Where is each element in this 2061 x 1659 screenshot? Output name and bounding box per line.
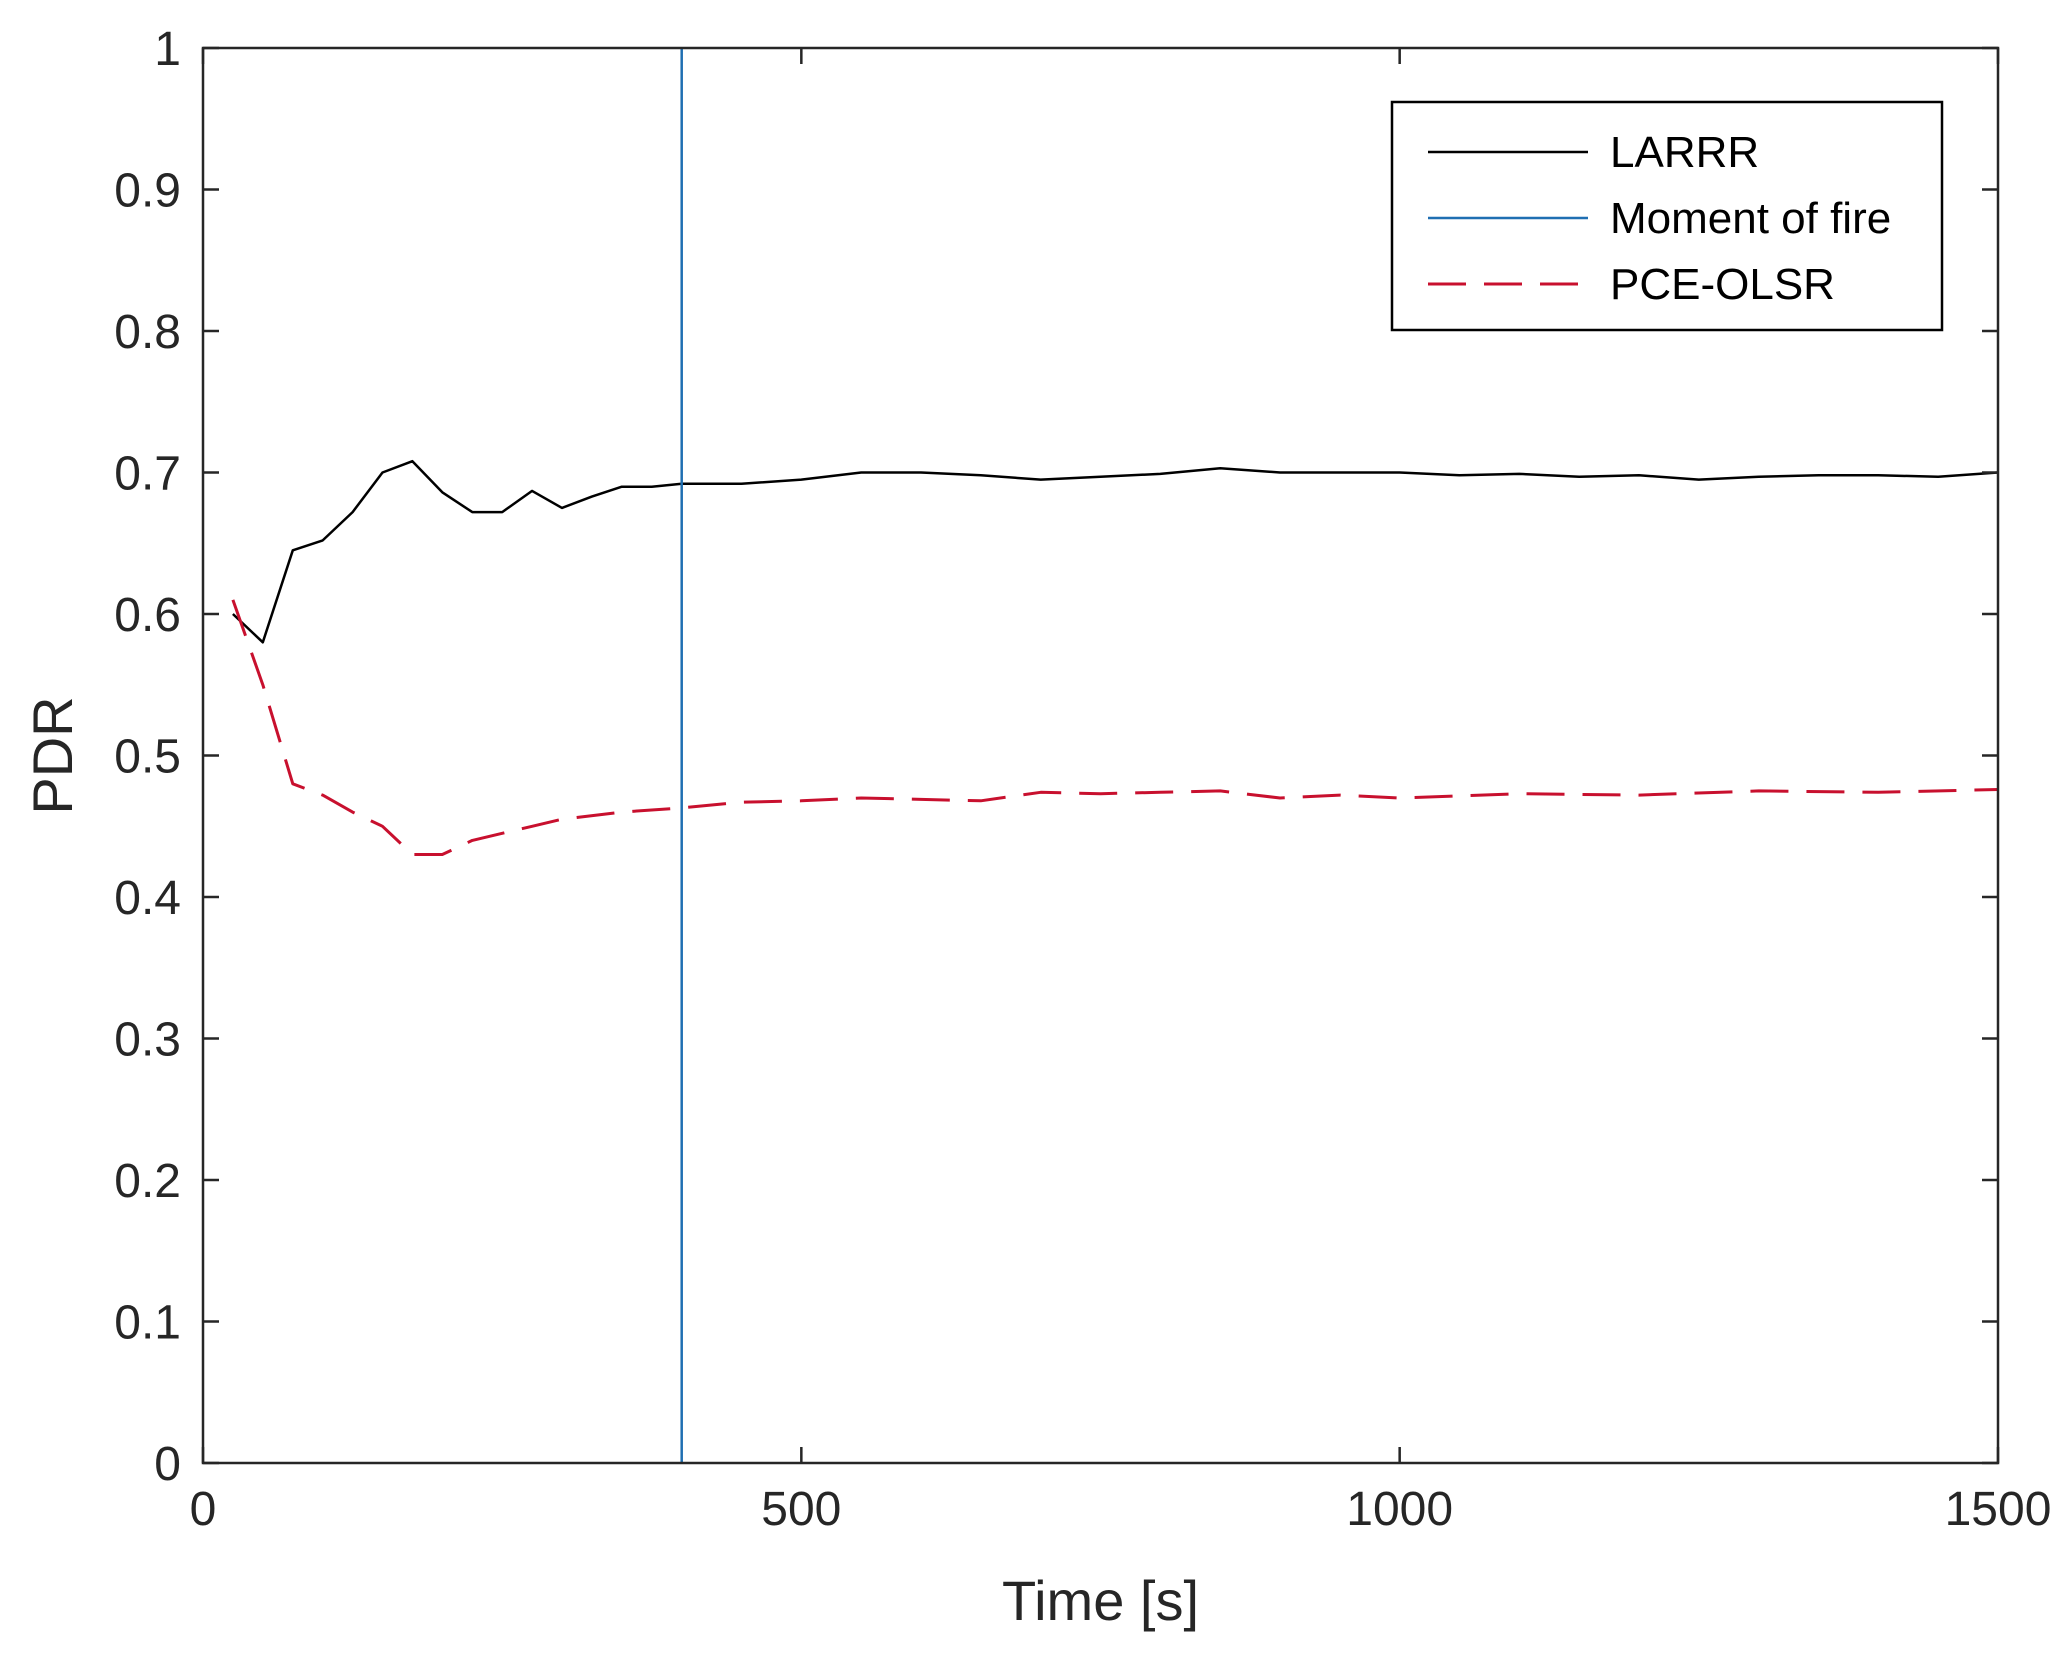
y-tick-label: 0.3 bbox=[114, 1014, 181, 1067]
series-layer bbox=[231, 48, 1999, 1463]
y-tick-label: 0.6 bbox=[114, 589, 181, 642]
y-tick-label: 0.4 bbox=[114, 872, 181, 925]
x-tick-label: 1500 bbox=[1945, 1483, 2052, 1536]
legend-entry-moment-of-fire: Moment of fire bbox=[1428, 194, 1891, 243]
legend-entry-larrr: LARRR bbox=[1428, 128, 1759, 177]
y-axis-title: PDR bbox=[21, 696, 84, 814]
legend: LARRR Moment of fire PCE-OLSR bbox=[1390, 100, 1944, 332]
y-tick-label: 0.8 bbox=[114, 306, 181, 359]
x-axis-title: Time [s] bbox=[1002, 1569, 1199, 1632]
x-tick-label: 0 bbox=[190, 1483, 217, 1536]
legend-entry-pce-olsr: PCE-OLSR bbox=[1428, 260, 1835, 309]
legend-label-moment-of-fire: Moment of fire bbox=[1610, 194, 1891, 243]
y-tick-label: 0.7 bbox=[114, 448, 181, 501]
x-tick-label: 1000 bbox=[1346, 1483, 1453, 1536]
series-line-pce-olsr bbox=[231, 599, 1999, 856]
y-tick-label: 0.2 bbox=[114, 1155, 181, 1208]
legend-label-pce-olsr: PCE-OLSR bbox=[1610, 260, 1835, 309]
legend-box bbox=[1390, 100, 1944, 332]
y-tick-label: 0.5 bbox=[114, 731, 181, 784]
y-tick-label: 0 bbox=[154, 1438, 181, 1491]
y-tick-label: 0.1 bbox=[114, 1297, 181, 1350]
axes-layer: 0 500 1000 1500 0 0.1 0.2 0.3 0.4 0.5 0.6 0.7 0.8 0.9… bbox=[114, 23, 2051, 1536]
y-tick-label: 1 bbox=[154, 23, 181, 76]
series-line-larrr bbox=[232, 459, 1999, 644]
x-tick-label: 500 bbox=[761, 1483, 841, 1536]
y-tick-label: 0.9 bbox=[114, 165, 181, 218]
legend-label-larrr: LARRR bbox=[1610, 128, 1759, 177]
